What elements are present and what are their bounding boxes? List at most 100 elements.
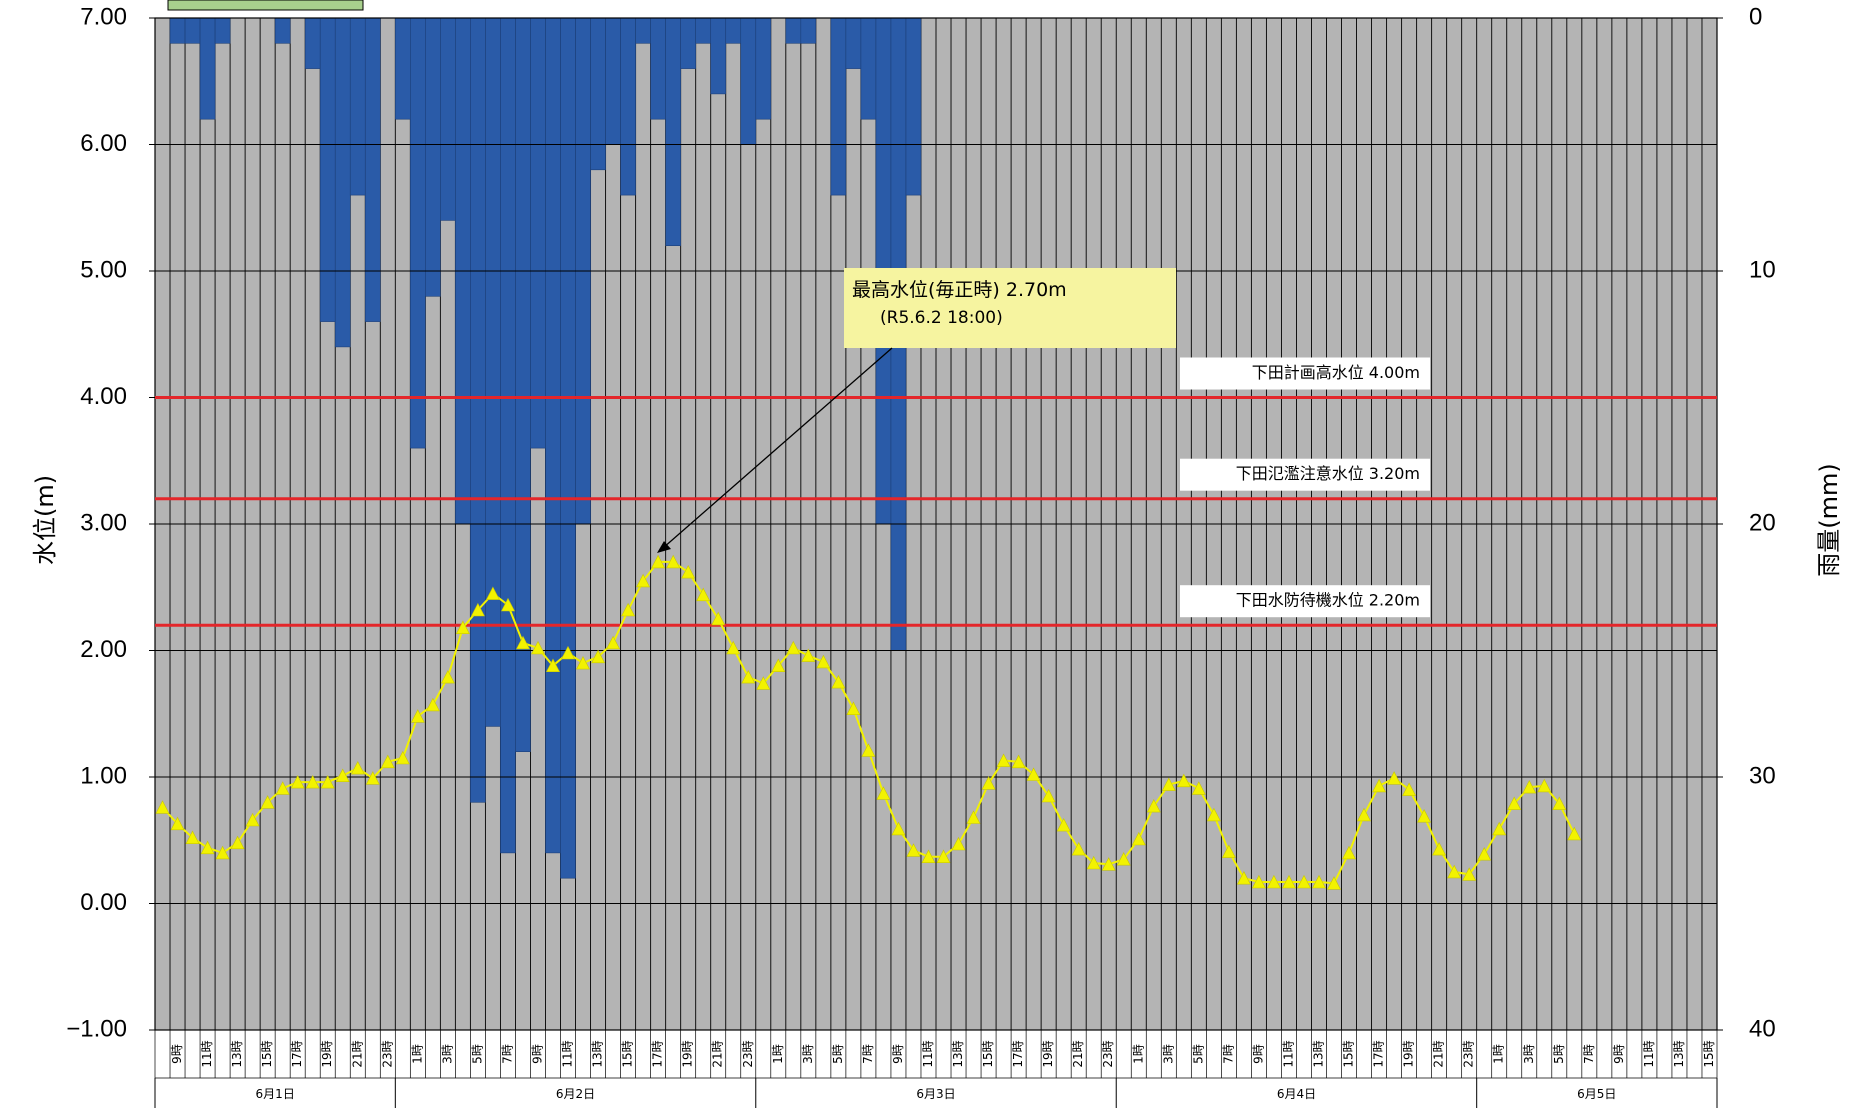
annotation-box bbox=[844, 268, 1176, 348]
x-tick-label: 5時 bbox=[831, 1044, 845, 1064]
water-level-point bbox=[786, 640, 801, 655]
water-level-point bbox=[621, 602, 636, 617]
rain-bar bbox=[605, 17, 621, 145]
water-level-point bbox=[1071, 841, 1086, 856]
x-tick-label: 1時 bbox=[1131, 1044, 1145, 1064]
rain-bar bbox=[560, 17, 576, 879]
x-tick-label: 15時 bbox=[1702, 1040, 1716, 1067]
right-tick-label: 0 bbox=[1749, 3, 1762, 30]
reference-label-box bbox=[1180, 458, 1430, 491]
water-level-point bbox=[1492, 821, 1507, 836]
x-tick-label: 23時 bbox=[741, 1040, 755, 1067]
rain-bar bbox=[364, 17, 381, 322]
water-level-point bbox=[1417, 809, 1432, 823]
water-level-point bbox=[1191, 781, 1206, 795]
rain-bar bbox=[680, 17, 696, 69]
water-level-point bbox=[1537, 778, 1552, 793]
water-level-point bbox=[350, 760, 365, 775]
water-level-point bbox=[1101, 857, 1116, 871]
water-level-point bbox=[260, 795, 275, 809]
x-tick-label: 9時 bbox=[1612, 1044, 1626, 1064]
rain-bar bbox=[905, 17, 922, 196]
left-tick-label: 2.00 bbox=[80, 636, 127, 663]
rain-bar bbox=[214, 17, 231, 44]
water-level-point bbox=[1131, 831, 1146, 846]
water-level-point bbox=[1402, 782, 1417, 796]
water-level-point bbox=[546, 658, 560, 673]
water-level-point bbox=[636, 573, 651, 588]
water-level-point bbox=[1026, 767, 1041, 781]
legend-swatch bbox=[167, 0, 364, 11]
day-label: 6月2日 bbox=[556, 1087, 595, 1101]
x-tick-label: 7時 bbox=[1582, 1044, 1596, 1064]
x-tick-label: 7時 bbox=[861, 1044, 875, 1064]
x-tick-label: 11時 bbox=[200, 1040, 214, 1067]
water-level-point bbox=[606, 635, 621, 650]
water-level-point bbox=[1477, 847, 1492, 861]
x-tick-label: 15時 bbox=[1342, 1040, 1356, 1067]
rain-bar bbox=[545, 17, 561, 854]
water-level-point bbox=[290, 774, 305, 789]
rain-bar bbox=[860, 17, 877, 120]
x-tick-label: 7時 bbox=[501, 1044, 515, 1064]
water-level-point bbox=[801, 648, 816, 662]
water-level-point bbox=[981, 776, 996, 790]
water-level-point bbox=[831, 674, 846, 689]
water-level-point bbox=[1146, 798, 1161, 813]
water-level-point bbox=[951, 836, 966, 851]
right-tick-label: 40 bbox=[1749, 1015, 1776, 1042]
water-level-point bbox=[335, 768, 350, 783]
water-level-point bbox=[1462, 867, 1477, 881]
x-tick-label: 15時 bbox=[981, 1040, 995, 1067]
rain-bar bbox=[199, 17, 216, 120]
x-tick-label: 9時 bbox=[1251, 1044, 1265, 1064]
x-tick-label: 11時 bbox=[561, 1040, 575, 1067]
rain-bar bbox=[274, 17, 291, 44]
water-level-point bbox=[1206, 807, 1221, 822]
x-axis: 9時 11時 13時 15時 17時 19時 21時 23時 1時 3時 5時 7時 9時 11時 13時 1… bbox=[154, 1030, 1718, 1108]
water-level-point bbox=[1116, 852, 1131, 866]
water-level-point bbox=[275, 781, 290, 795]
left-tick-label: 4.00 bbox=[80, 383, 127, 410]
water-level-point bbox=[365, 771, 380, 785]
x-tick-label: 17時 bbox=[1372, 1040, 1386, 1067]
rain-bar bbox=[169, 17, 186, 44]
water-level-point bbox=[1161, 777, 1176, 791]
water-level-point bbox=[1522, 779, 1537, 794]
left-tick-label: 5.00 bbox=[80, 256, 127, 283]
rain-bar bbox=[740, 17, 757, 145]
x-tick-label: 9時 bbox=[891, 1044, 905, 1064]
rain-bar bbox=[800, 17, 817, 44]
reference-line-label: 下田水防待機水位 2.20m bbox=[1236, 591, 1420, 610]
water-level-point bbox=[425, 697, 440, 712]
water-level-point bbox=[230, 835, 245, 850]
rain-bar bbox=[485, 17, 501, 727]
reference-lines: 下田計画高水位 4.00m 下田氾濫注意水位 3.20m 下田水防待機水位 2.20… bbox=[155, 357, 1717, 627]
water-level-point bbox=[1342, 845, 1356, 860]
left-tick-label: −1.00 bbox=[66, 1015, 127, 1042]
water-level-point bbox=[1251, 874, 1266, 889]
water-level-point bbox=[816, 654, 831, 669]
rain-bar bbox=[184, 17, 201, 44]
left-tick-label: 6.00 bbox=[80, 130, 127, 157]
water-level-point bbox=[1011, 754, 1026, 769]
reference-label-box bbox=[1180, 585, 1430, 618]
right-tick-label: 30 bbox=[1749, 762, 1776, 789]
rain-bar bbox=[650, 17, 666, 120]
water-level-point bbox=[876, 786, 891, 800]
water-level-point bbox=[1086, 855, 1101, 870]
water-level-point bbox=[516, 635, 530, 650]
rain-bar bbox=[334, 17, 351, 348]
water-level-point bbox=[771, 658, 786, 673]
x-tick-label: 23時 bbox=[380, 1040, 394, 1067]
water-level-point bbox=[1056, 817, 1071, 832]
water-level-point bbox=[1041, 788, 1056, 803]
x-tick-label: 3時 bbox=[1161, 1044, 1175, 1064]
rain-bar bbox=[319, 17, 336, 322]
day-label: 6月3日 bbox=[916, 1087, 955, 1101]
rain-bar bbox=[845, 17, 862, 69]
water-level-point bbox=[1432, 841, 1447, 856]
x-tick-label: 17時 bbox=[290, 1040, 304, 1067]
water-level-point bbox=[185, 830, 200, 845]
annotation-line2: (R5.6.2 18:00) bbox=[880, 308, 1003, 328]
